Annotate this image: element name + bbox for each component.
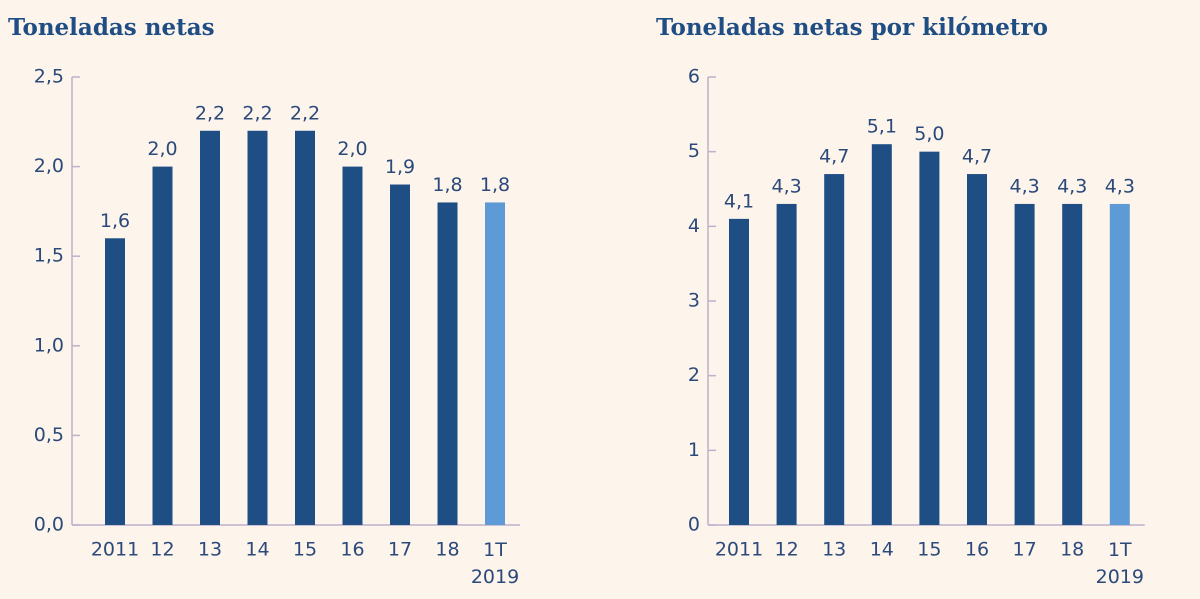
- value-label: 2,2: [242, 102, 272, 124]
- chart-title: Toneladas netas: [8, 14, 215, 41]
- y-tick-label: 5: [688, 140, 700, 162]
- y-tick-label: 1,5: [34, 245, 64, 267]
- value-label: 2,2: [195, 102, 225, 124]
- x-tick-label: 16: [340, 539, 364, 561]
- bar: [1014, 203, 1035, 525]
- x-tick-label: 15: [917, 539, 941, 561]
- value-label: 4,7: [819, 146, 849, 168]
- bar: [1062, 203, 1083, 525]
- y-tick-label: 2,5: [34, 66, 64, 88]
- value-label: 4,3: [1105, 175, 1135, 197]
- y-tick-label: 0,0: [34, 514, 64, 536]
- bar: [437, 202, 458, 525]
- y-tick-label: 2,0: [34, 155, 64, 177]
- x-tick-label: 14: [870, 539, 894, 561]
- value-label: 5,1: [867, 116, 897, 138]
- bar: [1109, 203, 1130, 525]
- y-tick-label: 0,5: [34, 424, 64, 446]
- bar: [152, 166, 173, 525]
- x-tick-label: 2011: [715, 539, 763, 561]
- bar: [342, 166, 363, 525]
- value-label: 4,3: [1057, 175, 1087, 197]
- x-tick-label: 18: [435, 539, 459, 561]
- value-label: 2,2: [290, 102, 320, 124]
- y-tick-label: 0: [688, 514, 700, 536]
- x-tick-label: 13: [198, 539, 222, 561]
- value-label: 2,0: [337, 138, 367, 160]
- x-tick-label: 13: [822, 539, 846, 561]
- x-tick-label: 1T 2019: [1096, 539, 1144, 588]
- x-tick-label: 17: [1013, 539, 1037, 561]
- x-tick-label: 12: [775, 539, 799, 561]
- value-label: 4,3: [771, 175, 801, 197]
- value-label: 1,6: [100, 210, 130, 232]
- x-tick-label: 17: [388, 539, 412, 561]
- value-label: 4,7: [962, 146, 992, 168]
- value-label: 1,8: [480, 174, 510, 196]
- y-tick-label: 3: [688, 290, 700, 312]
- value-label: 1,9: [385, 156, 415, 178]
- bar: [390, 184, 410, 525]
- x-tick-label: 14: [245, 539, 269, 561]
- y-tick-label: 2: [688, 364, 700, 386]
- x-tick-label: 15: [293, 539, 317, 561]
- bar: [247, 130, 268, 525]
- bar: [871, 144, 892, 525]
- x-tick-label: 12: [150, 539, 174, 561]
- value-label: 2,0: [147, 138, 177, 160]
- value-label: 5,0: [914, 123, 944, 145]
- y-tick-label: 6: [688, 66, 700, 88]
- bar: [824, 174, 845, 526]
- x-tick-label: 16: [965, 539, 989, 561]
- y-tick-label: 1: [688, 439, 700, 461]
- bar: [295, 130, 315, 525]
- bar: [485, 202, 505, 525]
- bar: [919, 151, 940, 525]
- x-tick-label: 1T 2019: [471, 539, 519, 588]
- bar: [105, 238, 125, 525]
- y-tick-label: 1,0: [34, 334, 64, 356]
- x-tick-label: 18: [1060, 539, 1084, 561]
- bar: [729, 218, 749, 525]
- chart-title: Toneladas netas por kilómetro: [656, 14, 1048, 41]
- bar: [967, 174, 987, 526]
- value-label: 4,1: [724, 190, 754, 212]
- x-tick-label: 2011: [91, 539, 139, 561]
- bar: [200, 130, 220, 525]
- bar: [776, 203, 797, 525]
- value-label: 1,8: [432, 174, 462, 196]
- value-label: 4,3: [1009, 175, 1039, 197]
- y-tick-label: 4: [688, 215, 700, 237]
